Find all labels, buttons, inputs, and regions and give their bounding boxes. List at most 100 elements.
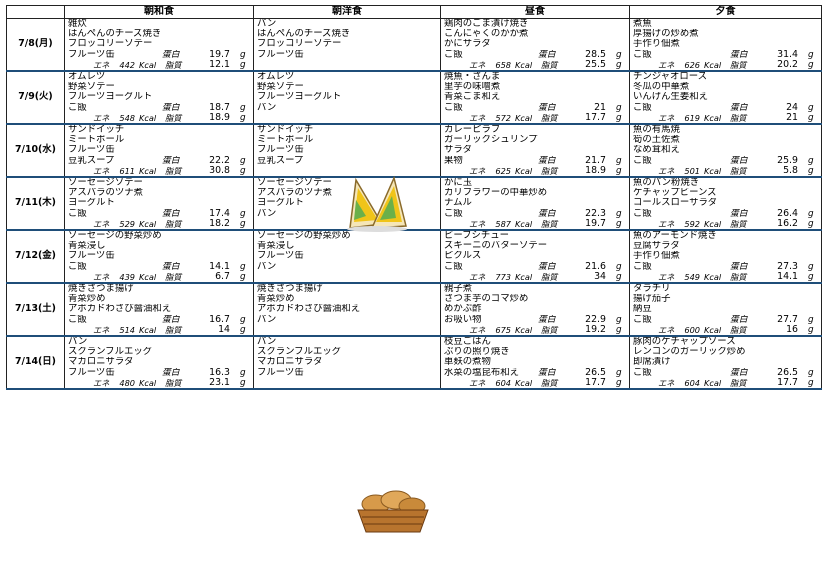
menu-item: 鶏肉のごま漬け焼き bbox=[444, 18, 529, 29]
meal-cell-lunch: ナムル bbox=[440, 198, 630, 209]
meal-cell-breakfast-japanese: 青菜浸し bbox=[64, 241, 254, 252]
meal-cell-breakfast-western: 青菜浸し bbox=[253, 241, 441, 252]
meal-cell-dinner: みそ汁塩分4gエネ604Kcal脂質17.7g bbox=[629, 377, 822, 391]
kcal-label: Kcal bbox=[515, 59, 533, 70]
unit-label: g bbox=[616, 218, 622, 229]
unit-label: g bbox=[808, 377, 814, 388]
unit-label: g bbox=[808, 314, 814, 325]
energy-label: エネ bbox=[93, 112, 110, 123]
protein-value: 19.7 bbox=[209, 49, 230, 60]
kcal-label: Kcal bbox=[704, 112, 722, 123]
unit-label: g bbox=[240, 49, 246, 60]
meal-cell-breakfast-western: 焼きさつま揚げ bbox=[253, 282, 441, 295]
menu-item: パン bbox=[257, 208, 277, 219]
day-date: 7/12(金) bbox=[6, 230, 65, 284]
protein-value: 27.3 bbox=[777, 261, 798, 272]
fat-value: 34 bbox=[594, 271, 606, 282]
menu-item: ぶりの照り焼き bbox=[444, 347, 510, 358]
menu-item: 青菜炒め bbox=[68, 294, 106, 305]
unit-label: g bbox=[808, 261, 814, 272]
protein-label: 蛋白 bbox=[730, 155, 748, 166]
menu-item: パン bbox=[257, 314, 277, 325]
meal-cell-dinner: 冬瓜の中華煮 bbox=[629, 82, 822, 93]
meal-cell-lunch: ご飯 蛋白 28.5 g bbox=[440, 49, 630, 60]
meal-cell-breakfast-japanese: フルーツ缶 bbox=[64, 251, 254, 262]
meal-cell-breakfast-western: スープ bbox=[253, 271, 441, 285]
meal-cell-lunch: さつま芋のゴマ炒め bbox=[440, 294, 630, 305]
table-row: スクランブルエッグ スクランブルエッグ ぶりの照り焼き レンコンのガーリック炒め bbox=[7, 347, 822, 358]
meal-cell-breakfast-japanese: はんぺんのチーズ焼き bbox=[64, 29, 254, 40]
kcal-label: Kcal bbox=[704, 377, 722, 388]
meal-cell-lunch: ぶりの照り焼き bbox=[440, 347, 630, 358]
kcal-label: Kcal bbox=[704, 59, 722, 70]
meal-cell-dinner: ご飯 蛋白 27.3 g bbox=[629, 261, 822, 272]
menu-item: ミートボール bbox=[68, 135, 125, 146]
table-row: フルーツ缶 フルーツ缶 サラダ なめ茸和え bbox=[7, 145, 822, 156]
energy-value: 619 bbox=[684, 112, 700, 123]
protein-value: 21 bbox=[594, 102, 606, 113]
protein-label: 蛋白 bbox=[162, 102, 180, 113]
table-row: オニオンスープ塩分2.5gエネ480Kcal脂質23.1gオニオンスープお吸い物… bbox=[7, 377, 822, 391]
menu-item: サラダ bbox=[444, 145, 473, 156]
meal-cell-lunch: サラダ bbox=[440, 145, 630, 156]
table-row: ミートボール ミートボール ガーリックシュリンプ 筍の土佐煮 bbox=[7, 135, 822, 146]
menu-item: ミートボール bbox=[257, 135, 314, 146]
fat-label: 脂質 bbox=[730, 59, 747, 70]
meal-cell-lunch: かにサラダ bbox=[440, 39, 630, 50]
menu-item: 青菜炒め bbox=[257, 294, 295, 305]
menu-item: ご飯 bbox=[633, 155, 652, 166]
menu-item: はんぺんのチーズ焼き bbox=[68, 29, 162, 40]
menu-item: レンコンのガーリック炒め bbox=[633, 347, 746, 358]
kcal-label: Kcal bbox=[139, 218, 157, 229]
meal-cell-lunch: みそ汁塩分3.8gエネ658Kcal脂質25.5g bbox=[440, 59, 630, 73]
meal-cell-breakfast-western: フルーツ缶 bbox=[253, 49, 441, 60]
menu-item: ご飯 bbox=[444, 102, 463, 113]
meal-cell-breakfast-western: サンドイッチ bbox=[253, 123, 441, 136]
table-row: ご飯 蛋白 16.7 g パン お吸い物 蛋白 22.9 g ご飯 蛋白 27.7 g bbox=[7, 314, 822, 325]
energy-label: エネ bbox=[93, 165, 110, 176]
menu-item: 揚げ茄子 bbox=[633, 294, 671, 305]
meal-cell-breakfast-japanese: ご飯 蛋白 14.1 g bbox=[64, 261, 254, 272]
menu-item: アスパラのツナ煮 bbox=[257, 188, 333, 199]
meal-cell-breakfast-western: はんぺんのチーズ焼き bbox=[253, 29, 441, 40]
fat-value: 25.5 bbox=[585, 59, 606, 70]
header-breakfast-japanese: 朝和食 bbox=[64, 5, 254, 19]
menu-item: ソーセージソテー bbox=[257, 177, 332, 188]
table-row: 豆乳スープ 蛋白 22.2 g 豆乳スープ 果物 蛋白 21.7 g ご飯 蛋白 25.9 g bbox=[7, 155, 822, 166]
fat-value: 17.7 bbox=[585, 377, 606, 388]
table-row: みそ汁塩分3.3gエネ439Kcal脂質6.7gスープ野菜スープ塩分3.1gエネ… bbox=[7, 271, 822, 285]
table-row: 青菜浸し 青菜浸し ズキーニのバターソテー 豆腐サラダ bbox=[7, 241, 822, 252]
menu-item: フルーツヨーグルト bbox=[68, 92, 153, 103]
protein-value: 18.7 bbox=[209, 102, 230, 113]
meal-cell-dinner: 魚の有馬焼 bbox=[629, 123, 822, 136]
meal-cell-dinner: 揚げ茄子 bbox=[629, 294, 822, 305]
menu-item: 魚の有馬焼 bbox=[633, 124, 680, 135]
protein-value: 21.6 bbox=[585, 261, 606, 272]
menu-item: フルーツ缶 bbox=[257, 251, 304, 262]
kcal-label: Kcal bbox=[515, 271, 533, 282]
meal-cell-dinner: ご飯 蛋白 25.9 g bbox=[629, 155, 822, 166]
protein-value: 17.4 bbox=[209, 208, 230, 219]
fat-value: 18.9 bbox=[209, 112, 230, 123]
meal-cell-lunch: お吸い物塩分4gエネ604Kcal脂質17.7g bbox=[440, 377, 630, 391]
meal-cell-dinner: いんげん生姜和え bbox=[629, 92, 822, 103]
meal-cell-breakfast-japanese: 豆乳スープ 蛋白 22.2 g bbox=[64, 155, 254, 166]
energy-value: 611 bbox=[119, 165, 135, 176]
kcal-label: Kcal bbox=[139, 324, 157, 335]
meal-cell-lunch: カリフラワーの中華炒め bbox=[440, 188, 630, 199]
protein-value: 31.4 bbox=[777, 49, 798, 60]
protein-label: 蛋白 bbox=[162, 367, 180, 378]
meal-cell-dinner: 野菜スープ塩分3.2gエネ592Kcal脂質16.2g bbox=[629, 218, 822, 232]
menu-item: ご飯 bbox=[68, 314, 87, 325]
menu-item: 魚のアーモンド焼き bbox=[633, 230, 717, 241]
protein-value: 25.9 bbox=[777, 155, 798, 166]
day-date: 7/11(木) bbox=[6, 177, 65, 231]
energy-value: 658 bbox=[495, 59, 511, 70]
protein-label: 蛋白 bbox=[538, 208, 556, 219]
menu-item: ご飯 bbox=[68, 208, 87, 219]
protein-value: 22.3 bbox=[585, 208, 606, 219]
fat-label: 脂質 bbox=[730, 218, 747, 229]
meal-cell-dinner: みそ汁塩分3gエネ501Kcal脂質5.8g bbox=[629, 165, 822, 179]
